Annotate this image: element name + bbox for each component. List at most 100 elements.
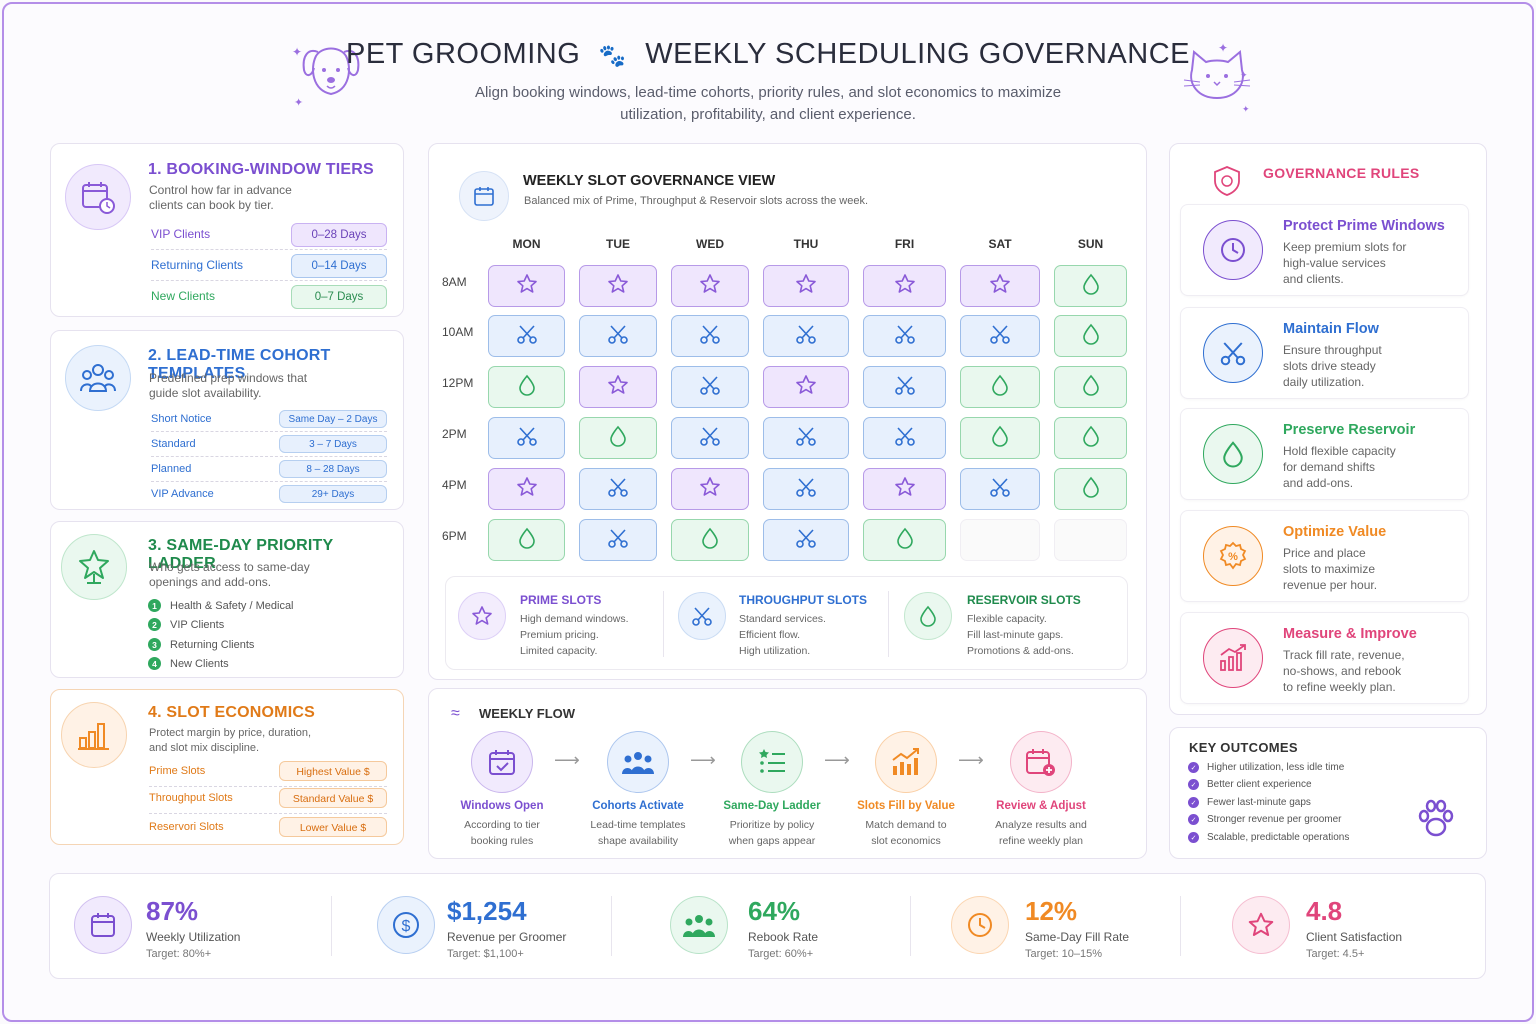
- grid-subtitle: Balanced mix of Prime, Throughput & Rese…: [524, 195, 869, 207]
- star-icon: [515, 272, 539, 301]
- reservoir-slot[interactable]: [960, 366, 1040, 408]
- check-icon: ✓: [1188, 762, 1199, 773]
- droplet-icon: [904, 592, 952, 640]
- lead-time-card: 2. LEAD-TIME COHORT TEMPLATES Predefined…: [50, 330, 404, 510]
- throughput-slot[interactable]: [579, 519, 657, 561]
- throughput-slot[interactable]: [488, 417, 565, 459]
- scissors-icon: [606, 526, 630, 555]
- star-icon: [515, 475, 539, 504]
- throughput-slot[interactable]: [763, 519, 849, 561]
- throughput-slot[interactable]: [763, 417, 849, 459]
- legend-throughput-desc: Standard services. Efficient flow. High ut…: [739, 613, 826, 657]
- time-label: 12PM: [442, 376, 474, 390]
- economics-title: 4. SLOT ECONOMICS: [148, 704, 315, 721]
- time-label: 10AM: [442, 325, 474, 339]
- throughput-slot[interactable]: [579, 315, 657, 357]
- legend-prime-desc: High demand windows. Premium pricing. Limi…: [520, 613, 629, 657]
- throughput-slot[interactable]: [960, 468, 1040, 510]
- ladder-item: 2 VIP Clients: [148, 618, 224, 631]
- kpi-target: Target: 4.5+: [1306, 948, 1365, 960]
- time-label: 2PM: [442, 427, 467, 441]
- prime-slot[interactable]: [763, 265, 849, 307]
- bar-chart-icon: [61, 702, 127, 768]
- reservoir-slot[interactable]: [1054, 315, 1127, 357]
- lead-time-title: 2. LEAD-TIME COHORT TEMPLATES: [148, 347, 331, 382]
- rule-desc: Hold flexible capacity for demand shifts a…: [1283, 444, 1396, 490]
- throughput-slot[interactable]: [763, 468, 849, 510]
- lead-time-row-label: VIP Advance: [151, 488, 214, 500]
- check-icon: ✓: [1188, 832, 1199, 843]
- prime-slot[interactable]: [488, 468, 565, 510]
- ladder-desc: Who gets access to same-day openings and…: [149, 560, 310, 589]
- reservoir-slot[interactable]: [488, 519, 565, 561]
- prime-slot[interactable]: [671, 265, 749, 307]
- prime-slot[interactable]: [763, 366, 849, 408]
- scissors-icon: [794, 526, 818, 555]
- scissors-icon: [698, 373, 722, 402]
- reservoir-slot[interactable]: [863, 519, 946, 561]
- lead-time-row-label: Standard: [151, 438, 196, 450]
- governance-title: GOVERNANCE RULES: [1263, 165, 1420, 181]
- prime-slot[interactable]: [671, 468, 749, 510]
- throughput-slot[interactable]: [863, 366, 946, 408]
- reservoir-slot[interactable]: [960, 417, 1040, 459]
- day-header: FRI: [894, 237, 915, 251]
- prime-slot[interactable]: [488, 265, 565, 307]
- calendar-icon: [459, 171, 509, 221]
- scissors-icon: [893, 322, 917, 351]
- dog-icon: ✦ ✦: [292, 45, 360, 109]
- throughput-slot[interactable]: [488, 315, 565, 357]
- reservoir-slot[interactable]: [1054, 417, 1127, 459]
- reservoir-slot[interactable]: [488, 366, 565, 408]
- droplet-icon: [606, 424, 630, 453]
- svg-text:$: $: [402, 918, 411, 935]
- rule-title: Protect Prime Windows: [1283, 218, 1445, 234]
- throughput-slot[interactable]: [671, 417, 749, 459]
- throughput-slot[interactable]: [763, 315, 849, 357]
- prime-slot[interactable]: [863, 265, 946, 307]
- legend-prime-title: PRIME SLOTS: [520, 593, 602, 607]
- reservoir-slot[interactable]: [1054, 468, 1127, 510]
- prime-slot[interactable]: [579, 366, 657, 408]
- empty-slot[interactable]: [1054, 519, 1127, 561]
- empty-slot[interactable]: [960, 519, 1040, 561]
- prime-slot[interactable]: [863, 468, 946, 510]
- flow-step-desc: Prioritize by policy when gaps appear: [728, 819, 816, 847]
- scissors-icon: [678, 592, 726, 640]
- time-label: 6PM: [442, 529, 467, 543]
- growth-chart-icon: [875, 731, 937, 793]
- reservoir-slot[interactable]: [1054, 265, 1127, 307]
- reservoir-slot[interactable]: [579, 417, 657, 459]
- ladder-title: 3. SAME-DAY PRIORITY LADDER: [148, 537, 334, 572]
- droplet-icon: [515, 373, 539, 402]
- kpi-target: Target: 60%+: [748, 948, 814, 960]
- reservoir-slot[interactable]: [1054, 366, 1127, 408]
- dollar-icon: $: [377, 896, 435, 954]
- people-group-icon: [607, 731, 669, 793]
- rule-title: Measure & Improve: [1283, 626, 1417, 642]
- scissors-icon: [794, 424, 818, 453]
- rule-desc: Ensure throughput slots drive steady daily…: [1283, 343, 1382, 389]
- throughput-slot[interactable]: [863, 315, 946, 357]
- star-icon: [893, 272, 917, 301]
- throughput-slot[interactable]: [671, 366, 749, 408]
- ladder-item: 3 Returning Clients: [148, 638, 254, 651]
- people-group-icon: [670, 896, 728, 954]
- throughput-slot[interactable]: [960, 315, 1040, 357]
- paw-print-icon: [1418, 799, 1454, 837]
- lead-time-row-value: Same Day – 2 Days: [279, 410, 387, 428]
- prime-slot[interactable]: [960, 265, 1040, 307]
- rule-desc: Track fill rate, revenue, no-shows, and r…: [1283, 648, 1405, 694]
- droplet-icon: [988, 373, 1012, 402]
- check-icon: ✓: [1188, 797, 1199, 808]
- scissors-icon: [698, 424, 722, 453]
- droplet-icon: [515, 526, 539, 555]
- throughput-slot[interactable]: [671, 315, 749, 357]
- lead-time-row-value: 3 – 7 Days: [279, 435, 387, 453]
- prime-slot[interactable]: [579, 265, 657, 307]
- arrow-right-icon: ⟶: [690, 750, 716, 770]
- throughput-slot[interactable]: [863, 417, 946, 459]
- reservoir-slot[interactable]: [671, 519, 749, 561]
- throughput-slot[interactable]: [579, 468, 657, 510]
- scissors-icon: [698, 322, 722, 351]
